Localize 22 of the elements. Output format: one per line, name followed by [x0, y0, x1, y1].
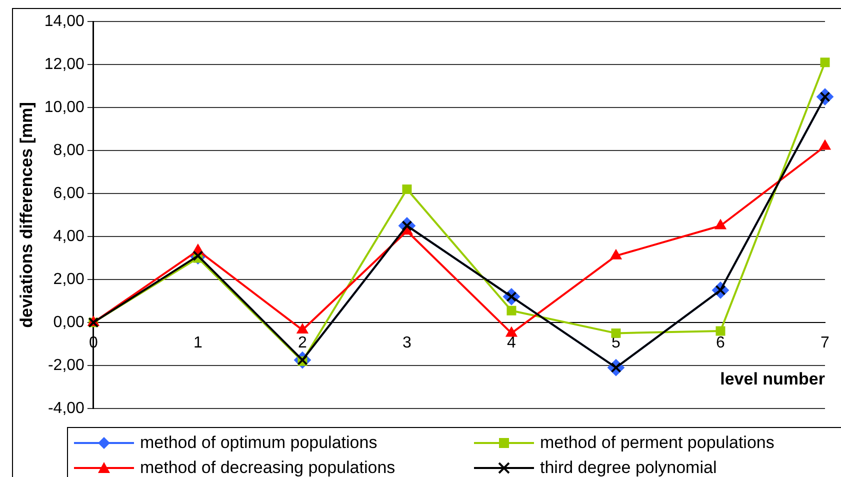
x-tick-label: 3 [402, 334, 412, 352]
y-tick-label: 4,00 [53, 228, 85, 245]
y-tick-label: 8,00 [53, 142, 85, 159]
x-axis-title: level number [720, 370, 826, 389]
x-tick-label: 1 [193, 334, 202, 352]
y-tick-label: 10,00 [44, 98, 85, 116]
legend-label: third degree polynomial [540, 458, 717, 477]
y-tick-label: -4,00 [48, 400, 85, 417]
x-tick-label: 6 [716, 334, 726, 352]
y-tick-label: 12,00 [44, 56, 85, 73]
legend-label: method of optimum populations [140, 432, 378, 452]
x-tick-label: 4 [507, 334, 516, 352]
legend-label: method of decreasing populations [140, 458, 396, 477]
x-tick-label: 2 [298, 334, 308, 352]
x-tick-label: 7 [820, 334, 830, 352]
y-tick-label: 6,00 [53, 184, 85, 202]
y-tick-label: -2,00 [48, 356, 85, 374]
y-axis-title: deviations differences [mm] [16, 102, 36, 328]
y-tick-label: 14,00 [44, 13, 85, 30]
y-tick-label: 0,00 [53, 314, 85, 331]
legend-label: method of perment populations [540, 432, 774, 452]
y-tick-label: 2,00 [53, 270, 85, 288]
